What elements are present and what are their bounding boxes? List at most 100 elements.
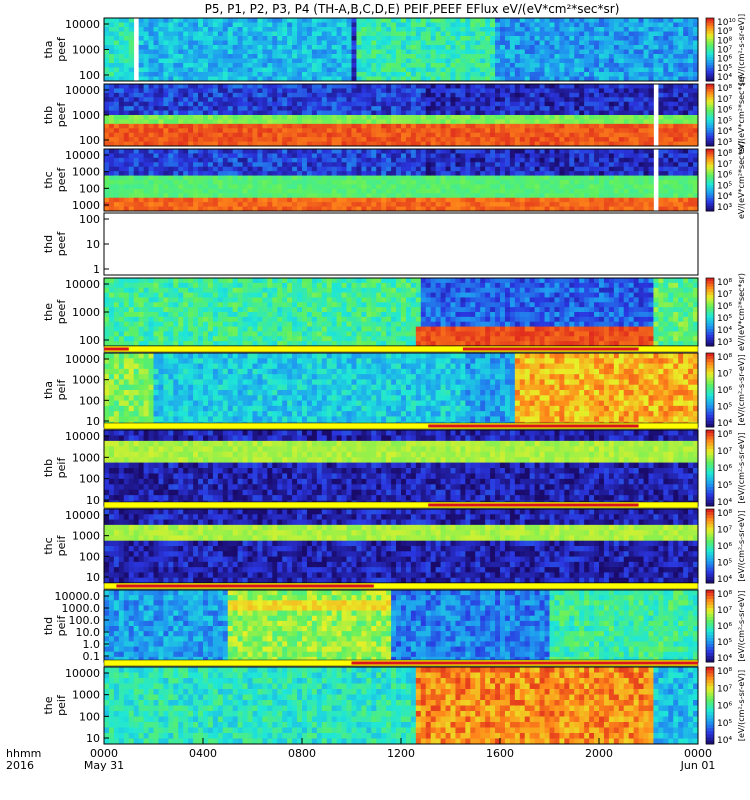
y-tick-label: 100 (79, 473, 100, 486)
colorbar-label: eV/(eV*cm²*sec*sr) (737, 273, 746, 351)
y-axis-probe-label: tha (42, 40, 55, 58)
y-tick-label: 10 (86, 732, 100, 745)
spectrogram-cells (104, 84, 699, 147)
y-tick-label: 1000 (72, 451, 100, 464)
y-tick-label: 1000 (72, 166, 100, 179)
colorbar-tick-label: 10⁶ (717, 386, 732, 396)
y-axis-species-label: peif (55, 694, 68, 716)
spectrogram-cells (104, 353, 699, 428)
colorbar-tick-label: 10⁸ (717, 278, 732, 288)
y-axis-probe-label: the (42, 696, 55, 714)
colorbar-label: eV/(eV*cm²*sec*sr) (737, 141, 746, 219)
y-tick-label: 10000 (65, 149, 100, 162)
mode-bar (103, 582, 699, 590)
y-tick-label: 100 (79, 134, 100, 147)
x-tick-label: 0400 (189, 747, 217, 760)
colorbar-frame (705, 17, 715, 82)
colorbar-label: [eV/(cm²-s-sr-eV)] (737, 354, 746, 425)
colorbar-frame (705, 83, 715, 147)
colorbar-tick-label: 10⁴ (717, 326, 732, 336)
y-tick-label: 1000 (72, 109, 100, 122)
colorbar-tick-label: 10⁸ (717, 430, 732, 440)
colorbar-tick-label: 10⁶ (717, 702, 732, 712)
mode-bar-segment (428, 503, 639, 507)
colorbar-label: [eV/(cm²-s-sr-eV)] (737, 432, 746, 503)
mode-bar-segment (428, 424, 639, 428)
y-tick-label: 0.1 (83, 650, 101, 663)
colorbar: 10⁴ 10⁵ 10⁶ 10⁷ 10⁸ [eV/(cm²-s-sr-eV)] (705, 589, 746, 664)
colorbar-label: [eV/(cm²-s-sr-eV)] (737, 510, 746, 581)
colorbar-tick-label: 10⁷ (717, 447, 732, 457)
colorbar-tick-label: 10⁸ (717, 149, 732, 159)
y-tick-label: 10000 (65, 18, 100, 31)
panel-the-peif: 10000 1000 100 10 the peif 10⁴ 10⁵ 10⁶ 10⁷ 10⁸ [eV/… (42, 659, 746, 746)
y-tick-label: 10000 (65, 667, 100, 680)
y-axis-probe-label: thb (42, 106, 55, 124)
y-tick-label: 100 (79, 394, 100, 407)
colorbar-tick-label: 10⁸ (717, 84, 732, 94)
y-axis-probe-label: thb (42, 459, 55, 477)
x-row-label: 2016 (6, 759, 34, 772)
x-tick-label: 0000 (684, 747, 712, 760)
x-tick-label: 0800 (288, 747, 316, 760)
spectrogram-cells (104, 590, 699, 663)
colorbar-tick-label: 10⁷ (717, 160, 732, 170)
spectrogram-cells (104, 667, 699, 745)
spectrogram-cells (104, 149, 699, 212)
y-tick-label: 10000 (65, 278, 100, 291)
panel-frame (103, 148, 699, 212)
y-axis-species-label: peif (55, 379, 68, 401)
y-tick-label: 1000 (72, 199, 100, 212)
colorbar-tick-label: 10⁶ (717, 171, 732, 181)
colorbar-tick-label: 10⁴ (717, 73, 732, 83)
colorbar-label: [eV/(cm²-s-sr-eV)] (737, 670, 746, 741)
x-tick-label: 0000 (90, 747, 118, 760)
colorbar-label: [eV/(cm²-s-sr-eV)] (737, 14, 746, 85)
y-tick-label: 100 (79, 334, 100, 347)
x-row-label: hhmm (6, 747, 41, 760)
colorbar-frame (705, 148, 715, 212)
colorbar-tick-label: 10⁷ (717, 95, 732, 105)
colorbar-tick-label: 10⁸ (717, 353, 732, 363)
y-tick-label: 10 (86, 494, 100, 507)
colorbar-tick-label: 10⁵ (717, 64, 732, 74)
figure-title: P5, P1, P2, P3, P4 (TH-A,B,C,D,E) PEIF,P… (205, 2, 620, 16)
y-tick-label: 1000 (72, 374, 100, 387)
spectrogram-cells (104, 430, 699, 507)
colorbar-tick-label: 10⁷ (717, 684, 732, 694)
colorbar-tick-label: 10⁶ (717, 302, 732, 312)
x-tick-label: 1600 (486, 747, 514, 760)
colorbar-tick-label: 10⁷ (717, 46, 732, 56)
colorbar-tick-label: 10⁷ (717, 526, 732, 536)
y-tick-label: 100.0 (69, 614, 101, 627)
mode-bar-segment (104, 347, 129, 351)
y-axis-probe-label: tha (42, 381, 55, 399)
colorbar-tick-label: 10⁴ (717, 654, 732, 664)
y-axis-species-label: peef (55, 102, 68, 128)
panel-tha-peef: 10000 1000 100 tha peef 10⁴10⁵10⁶10⁷10⁸10⁹10¹… (42, 14, 746, 85)
colorbar-frame (705, 666, 715, 745)
y-tick-label: 1.0 (83, 638, 101, 651)
y-tick-label: 10.0 (76, 626, 101, 639)
y-axis-species-label: peef (55, 299, 68, 325)
colorbar-tick-label: 10⁴ (717, 127, 732, 137)
colorbar-tick-label: 10⁷ (717, 370, 732, 380)
y-tick-label: 100 (79, 213, 100, 226)
x-tick-date-label: Jun 01 (680, 759, 716, 772)
mode-bar-segment (462, 347, 639, 351)
y-tick-label: 10000 (65, 509, 100, 522)
panel-thb-peif: 10000 1000 100 10 thb peif 10⁴ 10⁵ 10⁶ 10⁷ 10⁸ [eV/… (42, 422, 746, 508)
y-axis-probe-label: thd (42, 235, 55, 253)
y-axis-probe-label: the (42, 303, 55, 321)
colorbar-tick-label: 10³ (717, 203, 732, 213)
colorbar-tick-label: 10⁸ (717, 667, 732, 677)
colorbar-tick-label: 10⁵ (717, 638, 732, 648)
colorbar-tick-label: 10⁵ (717, 116, 732, 126)
colorbar-tick-label: 10⁷ (717, 606, 732, 616)
colorbar: 10⁴ 10⁵ 10⁶ 10⁷ 10⁸ [eV/(cm²-s-sr-eV)] (705, 352, 746, 429)
colorbar-label: [eV/(cm²-s-sr-eV)] (737, 590, 746, 661)
